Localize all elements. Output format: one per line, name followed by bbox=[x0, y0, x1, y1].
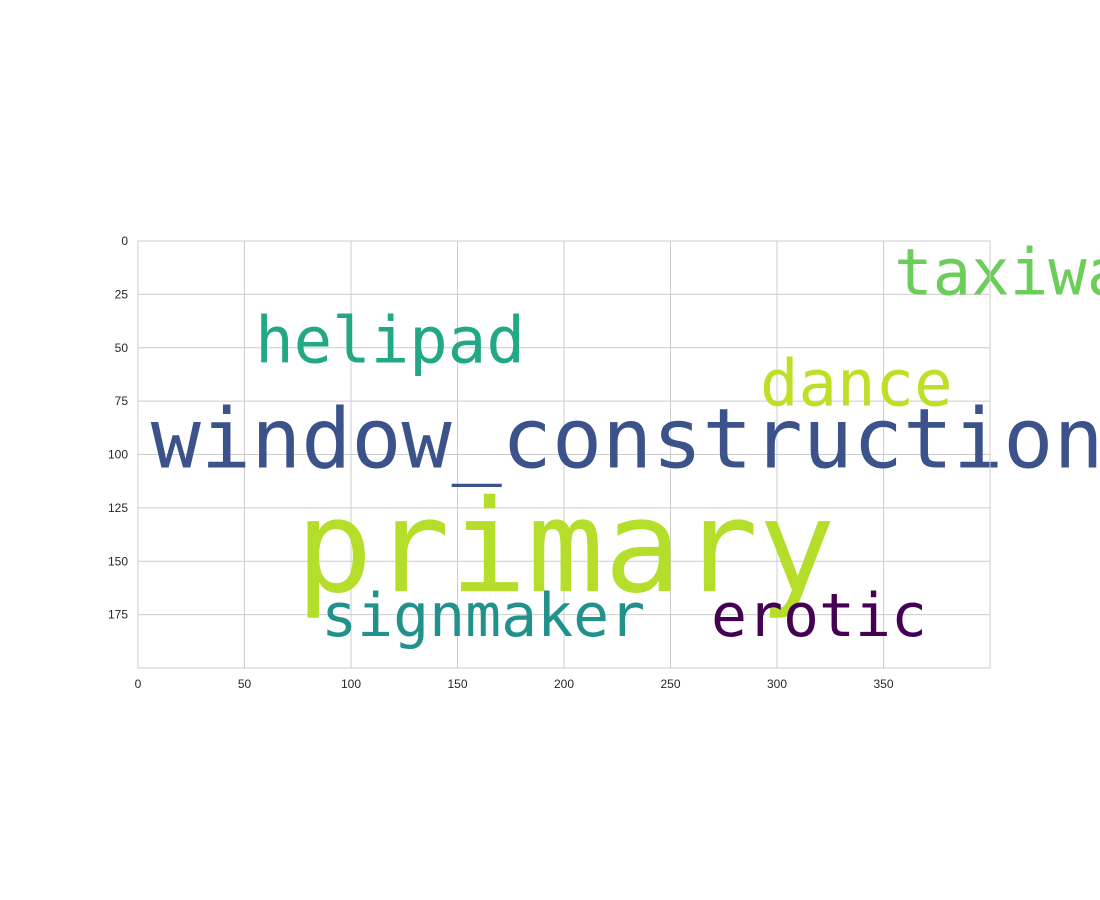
word-taxiway: taxiway bbox=[894, 236, 1100, 310]
x-tick-label: 100 bbox=[341, 677, 361, 691]
word-cloud: taxiway helipad dancewindow_constructionpr… bbox=[151, 236, 1100, 651]
x-tick-label: 350 bbox=[873, 677, 893, 691]
y-tick-label: 75 bbox=[115, 394, 129, 408]
y-tick-label: 125 bbox=[108, 501, 128, 515]
y-tick-label: 150 bbox=[108, 554, 128, 568]
word-window-construction: window_construction bbox=[151, 390, 1100, 487]
y-axis-ticks: 0 25 50 75 100 125 150 175 bbox=[108, 234, 128, 622]
word-primary: primary bbox=[296, 473, 836, 622]
word-signmaker: signmaker bbox=[321, 581, 645, 651]
axes-frame bbox=[137, 240, 991, 669]
word-erotic: erotic bbox=[711, 581, 927, 651]
y-tick-label: 100 bbox=[108, 448, 128, 462]
word-dance: dance bbox=[760, 347, 953, 421]
x-tick-label: 0 bbox=[135, 677, 142, 691]
y-tick-label: 175 bbox=[108, 608, 128, 622]
x-axis-ticks: 0 50 100 150 200 250 300 350 bbox=[135, 677, 894, 691]
x-tick-label: 150 bbox=[447, 677, 467, 691]
x-tick-label: 200 bbox=[554, 677, 574, 691]
x-tick-label: 50 bbox=[238, 677, 252, 691]
x-tick-label: 250 bbox=[660, 677, 680, 691]
x-tick-label: 300 bbox=[767, 677, 787, 691]
word-helipad: helipad bbox=[255, 305, 525, 379]
grid-lines bbox=[137, 240, 990, 668]
plot-area: taxiway helipad dancewindow_constructionpr… bbox=[137, 236, 1100, 669]
y-tick-label: 25 bbox=[115, 287, 129, 301]
y-tick-label: 0 bbox=[121, 234, 128, 248]
y-tick-label: 50 bbox=[115, 341, 129, 355]
